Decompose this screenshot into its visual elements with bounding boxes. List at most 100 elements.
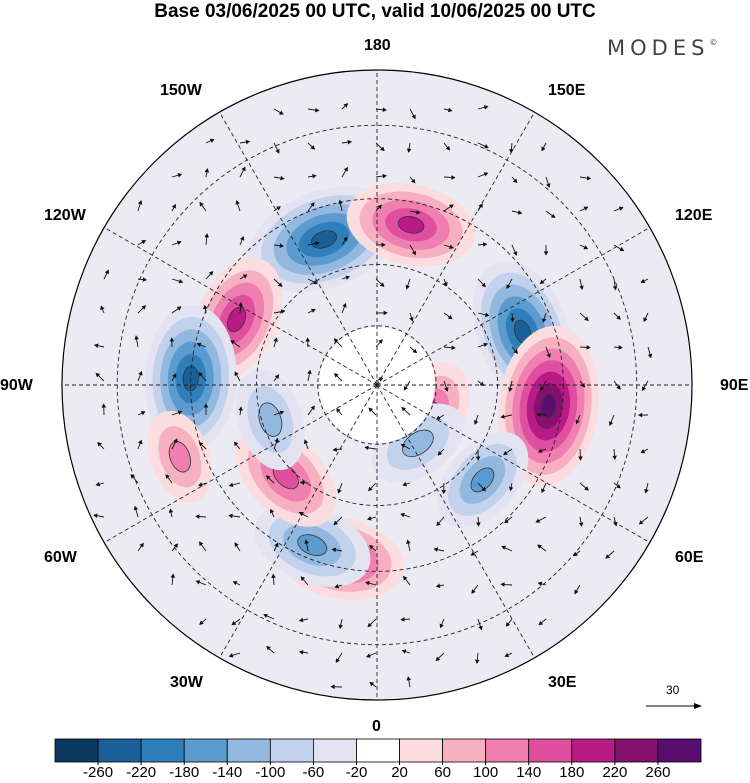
wind-arrowhead: [274, 374, 280, 380]
wind-arrowhead: [230, 340, 236, 345]
wind-arrowhead: [536, 412, 541, 417]
wind-arrowhead: [406, 676, 412, 681]
wind-arrowhead: [231, 620, 237, 626]
wind-arrowhead: [583, 245, 589, 250]
wind-arrowhead: [343, 236, 348, 242]
wind-arrowhead: [541, 488, 546, 494]
wind-arrowhead: [209, 138, 215, 143]
wind-arrowhead: [95, 481, 101, 487]
wind-arrowhead: [234, 542, 239, 548]
wind-arrowhead: [451, 175, 456, 180]
wind-arrowhead: [550, 213, 556, 219]
wind-arrowhead: [504, 518, 509, 524]
wind-arrowhead: [405, 284, 410, 290]
meridian-line: [376, 384, 535, 659]
wind-arrowhead: [332, 447, 338, 452]
wind-arrowhead: [377, 204, 382, 210]
wind-arrowhead: [203, 304, 208, 310]
colorbar-swatch: [312, 738, 357, 763]
negative-anomaly-10: [254, 503, 371, 587]
wind-arrowhead: [449, 204, 454, 209]
colorbar-swatch: [183, 738, 228, 763]
positive-anomaly-1: [346, 183, 476, 267]
wind-arrowhead: [310, 145, 316, 150]
wind-arrowhead: [310, 405, 315, 411]
latitude-circle: [190, 198, 564, 572]
wind-arrowhead: [618, 345, 623, 350]
wind-arrowhead: [177, 410, 183, 415]
wind-arrowhead: [409, 316, 414, 322]
colorbar-swatch: [657, 738, 702, 763]
wind-arrowhead: [436, 521, 441, 527]
colorbar-tick-label: -180: [169, 764, 200, 781]
wind-arrowhead: [208, 271, 214, 276]
meridian-line: [219, 384, 378, 659]
wind-arrowhead: [500, 582, 505, 587]
wind-arrowhead: [364, 445, 369, 451]
wind-arrowhead: [171, 203, 176, 209]
wind-arrowhead: [343, 103, 349, 108]
graticule: [62, 70, 692, 700]
wind-arrowhead: [310, 308, 316, 313]
wind-arrowhead: [608, 421, 614, 427]
wind-arrowhead: [198, 442, 204, 447]
wind-arrowhead: [643, 317, 648, 323]
meridian-line: [376, 227, 651, 386]
wind-arrowhead: [245, 139, 251, 145]
meridian-line: [376, 384, 651, 543]
wind-arrowhead: [437, 450, 443, 456]
wind-arrowhead: [93, 513, 98, 519]
wind-arrowhead: [337, 489, 342, 494]
wind-arrowhead: [169, 337, 175, 342]
colorbar-swatch: [269, 738, 314, 763]
wind-arrowhead: [176, 240, 182, 245]
modes-logo: MODES©: [607, 36, 717, 60]
wind-arrowhead: [382, 107, 387, 113]
wind-arrowhead: [233, 441, 239, 447]
lon-label-120e: 120E: [675, 207, 713, 224]
wind-arrowhead: [314, 107, 320, 113]
colorbar-swatch: [97, 738, 142, 763]
wind-arrowhead: [199, 201, 204, 207]
wind-arrowhead: [378, 377, 384, 382]
wind-arrowhead: [445, 145, 451, 151]
wind-arrowhead: [616, 385, 621, 390]
wind-arrowhead: [366, 516, 372, 521]
colorbar-swatch: [485, 738, 530, 763]
wind-arrowhead: [274, 437, 279, 443]
wind-arrowhead: [338, 199, 343, 205]
wind-arrowhead: [513, 251, 518, 256]
wind-arrowhead: [333, 520, 339, 526]
lon-label-60w: 60W: [44, 549, 77, 566]
lon-label-120w: 120W: [44, 207, 86, 224]
wind-arrowhead: [195, 580, 201, 585]
colorbar-tick-label: 220: [602, 764, 628, 781]
colorbar-swatch: [528, 738, 573, 763]
lon-label-150w: 150W: [160, 82, 202, 99]
wind-arrowhead: [307, 369, 312, 375]
wind-arrowhead: [343, 166, 348, 172]
wind-arrowhead: [168, 508, 174, 514]
wind-arrowhead: [412, 348, 418, 354]
colorbar-swatch: [226, 738, 271, 763]
wind-arrowhead: [198, 541, 204, 547]
lon-label-0: 0: [372, 718, 381, 735]
wind-arrowhead: [578, 456, 583, 461]
wind-arrowhead: [172, 373, 177, 379]
wind-arrowhead: [279, 410, 285, 415]
wind-arrowhead: [435, 656, 441, 662]
wind-arrowhead: [539, 279, 545, 285]
wind-arrowhead: [537, 448, 543, 453]
wind-arrowhead: [475, 659, 480, 664]
colorbar-swatch: [571, 738, 616, 763]
wind-arrowhead: [177, 173, 183, 178]
wind-arrowhead: [584, 316, 589, 322]
wind-arrowhead: [478, 625, 483, 631]
wind-arrowhead: [196, 342, 202, 347]
wind-arrowhead: [173, 438, 178, 444]
wind-arrowhead: [401, 649, 407, 654]
wind-arrowhead: [228, 482, 234, 488]
wind-arrowhead: [475, 456, 481, 461]
